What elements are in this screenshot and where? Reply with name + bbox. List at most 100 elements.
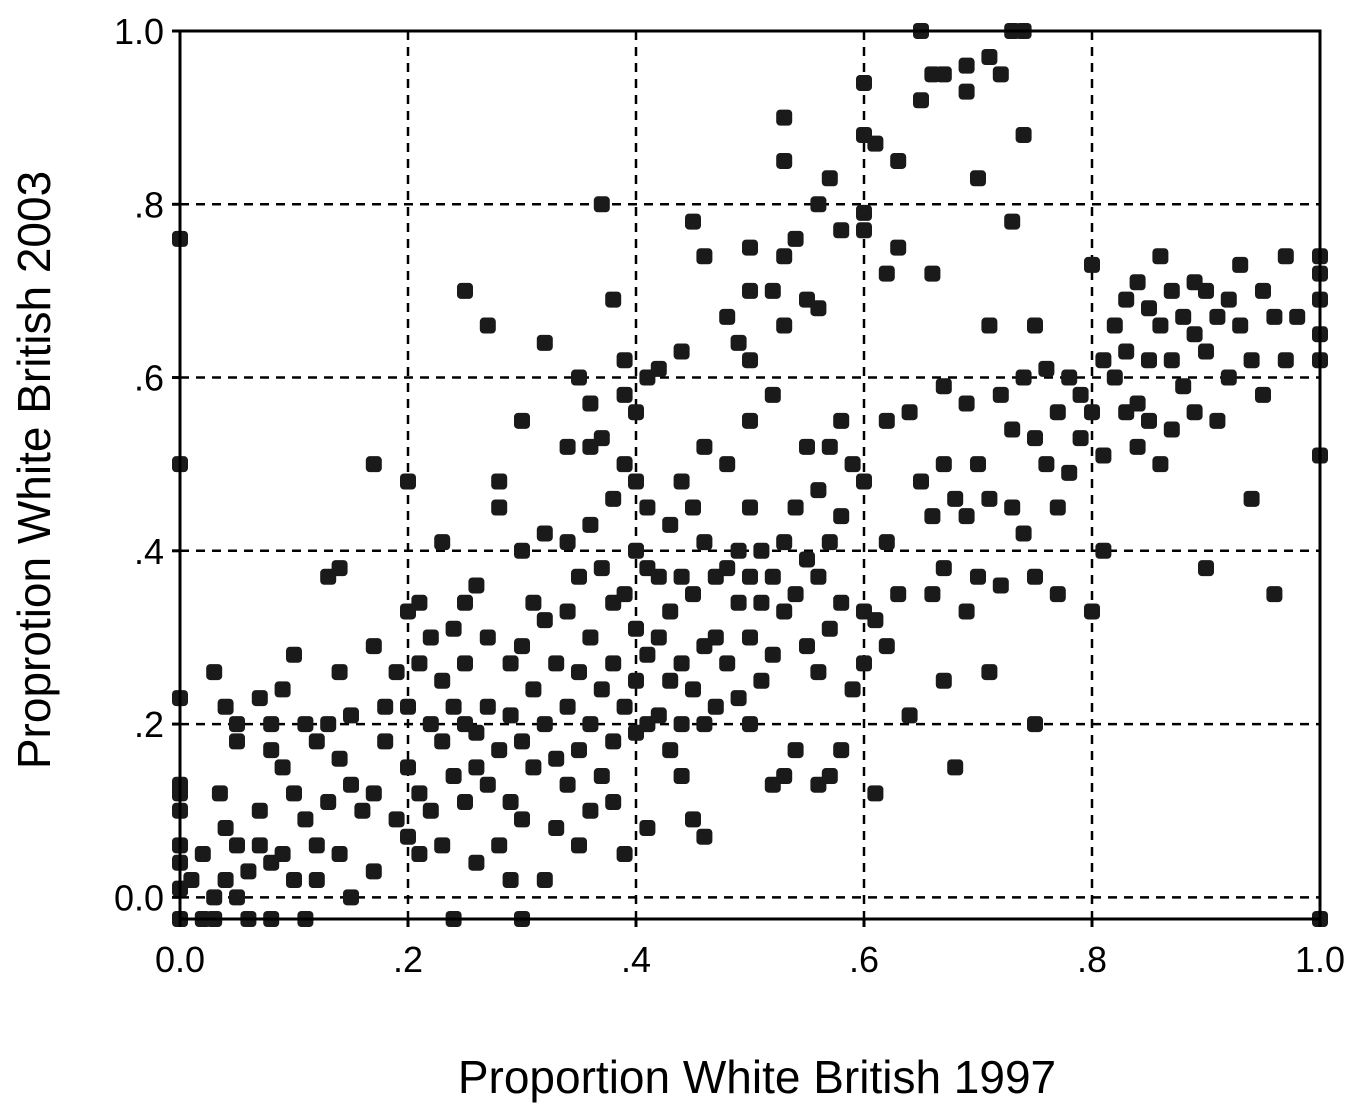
data-point [536,525,553,542]
data-point [229,733,245,750]
data-point [1141,412,1157,429]
data-point [1106,317,1123,334]
data-point [251,802,268,819]
data-point [559,776,576,793]
data-point [308,837,325,854]
data-point [958,83,975,100]
data-point [719,655,736,672]
data-point [605,490,622,507]
data-point [559,698,576,715]
data-point [593,560,610,577]
data-point [673,568,690,585]
data-point [1129,438,1146,455]
data-point [639,499,656,516]
data-point [1106,369,1123,386]
data-point [1084,603,1100,620]
data-points [172,23,1328,927]
data-point [1118,343,1135,360]
data-point [970,568,986,585]
data-point [742,629,758,646]
y-tick-labels: 0.0 .2 .4 .6 .8 1.0 [114,11,180,918]
data-point [935,378,952,395]
data-point [719,560,736,577]
data-point [730,690,747,707]
data-point [764,568,781,585]
data-point [514,412,530,429]
data-point [1038,360,1055,377]
data-point [1072,430,1089,447]
data-point [457,794,473,811]
data-point [1266,308,1283,325]
data-point [320,716,337,733]
data-point [992,386,1009,403]
data-point [685,213,701,230]
data-point [194,846,211,863]
data-point [263,742,280,759]
data-point [856,473,872,490]
data-point [673,716,690,733]
data-point [970,456,986,473]
data-point [753,542,770,559]
data-point [799,438,815,455]
data-point [422,629,439,646]
data-point [1118,291,1135,308]
data-point [525,759,542,776]
data-point [491,837,508,854]
data-point [970,170,986,187]
data-point [878,412,895,429]
data-point [650,568,667,585]
data-point [947,490,964,507]
data-point [981,490,998,507]
data-point [696,534,713,551]
data-point [251,690,268,707]
data-point [1027,317,1043,334]
data-point [913,92,929,109]
data-point [593,768,610,785]
data-point [616,386,633,403]
data-point [742,412,758,429]
data-point [924,508,941,525]
data-point [913,473,929,490]
data-point [571,369,587,386]
x-axis-title: Proportion White British 1997 [458,1051,1056,1103]
data-point [297,716,314,733]
data-point [821,170,838,187]
data-point [901,707,918,724]
data-point [799,638,815,655]
data-point [525,594,542,611]
data-point [1049,586,1066,603]
data-point [867,612,884,629]
data-point [1209,308,1226,325]
data-point [354,802,371,819]
data-point [856,222,872,239]
data-point [616,698,633,715]
data-point [343,889,359,906]
data-point [377,733,394,750]
data-point [1129,274,1146,291]
data-point [514,733,530,750]
data-point [730,594,747,611]
data-point [365,638,382,655]
data-point [365,863,382,880]
data-point [730,334,747,351]
data-point [707,629,724,646]
data-point [639,820,656,837]
data-point [548,820,565,837]
data-point [229,889,245,906]
data-point [1289,308,1306,325]
x-tick-labels: 0.0 .2 .4 .6 .8 1.0 [155,919,1345,980]
data-point [662,603,679,620]
data-point [878,638,895,655]
data-point [514,542,530,559]
data-point [582,716,599,733]
data-point [536,612,553,629]
data-point [582,395,599,412]
data-point [1004,499,1021,516]
data-point [297,811,314,828]
y-tick-label: 0.0 [114,877,164,918]
data-point [479,698,496,715]
data-point [935,560,952,577]
data-point [1004,213,1021,230]
data-point [753,594,770,611]
